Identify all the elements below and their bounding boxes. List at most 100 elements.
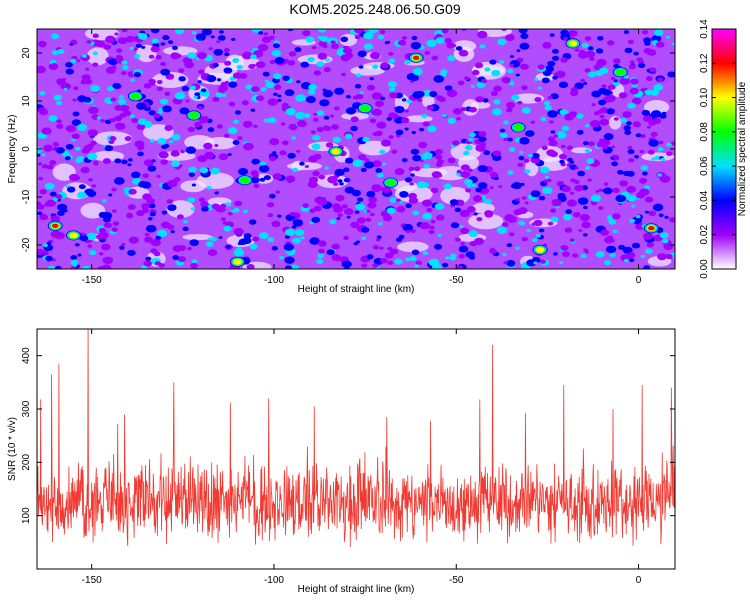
heatmap-cell <box>644 89 653 96</box>
heatmap-cell <box>214 191 219 195</box>
heatmap-cell <box>77 253 82 257</box>
heatmap-cell <box>579 49 585 54</box>
heatmap-cell <box>476 216 483 222</box>
heatmap-cell <box>650 131 658 137</box>
heatmap-cell <box>395 237 403 243</box>
heatmap-cell <box>91 184 97 188</box>
heatmap-cell <box>598 99 607 106</box>
heatmap-cell <box>325 142 334 148</box>
heatmap-cell <box>422 251 429 256</box>
heatmap-cell <box>163 144 170 149</box>
heatmap-cell <box>267 213 274 218</box>
heatmap-cell <box>419 159 424 163</box>
heatmap-cell <box>428 229 435 235</box>
heatmap-cell <box>287 152 296 159</box>
heatmap-cell <box>88 178 93 182</box>
heatmap-cell <box>326 249 335 256</box>
heatmap-cell <box>368 29 379 34</box>
heatmap-cell <box>269 156 277 162</box>
heatmap-cell <box>37 153 41 157</box>
heatmap-cell <box>363 31 374 40</box>
heatmap-cell <box>141 181 152 189</box>
heatmap-cell <box>401 158 408 163</box>
heatmap-cell <box>410 41 422 50</box>
heatmap-cell <box>574 48 580 52</box>
heatmap-cell <box>243 233 252 239</box>
colorbar-tick-label: 0.02 <box>699 225 710 245</box>
heatmap-cell <box>623 125 631 131</box>
heatmap-cell <box>547 221 554 226</box>
heatmap-cell <box>583 141 589 146</box>
heatmap-cell <box>57 48 65 54</box>
heatmap-cell <box>228 127 236 133</box>
heatmap-cell <box>37 146 43 154</box>
heatmap-cell <box>184 61 194 69</box>
heatmap-cell <box>466 206 476 213</box>
heatmap-cell <box>443 183 452 190</box>
heatmap-cell <box>70 259 79 266</box>
heatmap-cell <box>375 168 383 173</box>
heatmap-cell <box>355 240 361 244</box>
heatmap-cell <box>177 256 187 263</box>
x-tick-label: 0 <box>636 575 642 586</box>
heatmap-cell <box>145 256 152 261</box>
heatmap-cell <box>524 169 531 174</box>
heatmap-cell <box>171 134 181 141</box>
heatmap-cell <box>39 189 47 195</box>
heatmap-cell <box>100 119 105 123</box>
heatmap-cell <box>388 135 394 139</box>
heatmap-cell <box>361 236 367 241</box>
heatmap-cell <box>170 230 175 234</box>
heatmap-cell <box>564 113 575 121</box>
heatmap-cell <box>127 249 136 256</box>
colorbar-tick-label: 0.10 <box>699 87 710 107</box>
heatmap-cell <box>526 228 531 233</box>
heatmap-cell <box>220 81 228 87</box>
heatmap-cell <box>127 163 132 167</box>
heatmap-cell <box>37 203 45 210</box>
heatmap-cell <box>628 64 636 70</box>
heatmap-cell <box>324 166 330 170</box>
heatmap-cell <box>506 107 513 113</box>
heatmap-cell <box>574 82 584 90</box>
heatmap-cell <box>289 211 296 217</box>
heatmap-cell <box>355 203 366 211</box>
heatmap-cell <box>499 132 508 138</box>
x-tick-label: -100 <box>264 275 284 286</box>
heatmap-cell <box>236 64 243 70</box>
heatmap-cell <box>143 260 153 267</box>
heatmap-cell <box>124 136 132 142</box>
heatmap-peak <box>568 40 578 47</box>
heatmap-cell <box>323 67 331 73</box>
heatmap-cell <box>528 153 534 158</box>
heatmap-cell <box>148 54 155 59</box>
heatmap-cell <box>507 170 514 175</box>
y-tick-label: -10 <box>21 189 32 204</box>
heatmap-cell <box>73 86 79 91</box>
heatmap-cell <box>657 147 664 152</box>
heatmap-cell <box>144 232 150 237</box>
heatmap-cell <box>630 78 639 85</box>
heatmap-cell <box>633 51 639 56</box>
heatmap-cell <box>534 96 542 103</box>
heatmap-cell <box>54 232 65 240</box>
heatmap-cell <box>644 248 653 255</box>
heatmap-cell <box>74 146 81 151</box>
heatmap-peak <box>359 104 371 112</box>
heatmap-cell <box>311 45 317 50</box>
heatmap-cell <box>208 47 213 51</box>
heatmap-cell <box>312 134 321 141</box>
heatmap-cell <box>518 29 528 34</box>
heatmap-cell <box>114 32 119 36</box>
heatmap-cell <box>388 112 397 119</box>
heatmap-cell <box>388 92 398 99</box>
heatmap-cell <box>545 175 549 179</box>
heatmap-cell <box>572 253 579 258</box>
heatmap-cell <box>515 197 520 201</box>
heatmap-cell <box>530 120 536 124</box>
heatmap-cell <box>203 142 213 150</box>
heatmap-cell <box>397 241 429 253</box>
heatmap-cell <box>404 127 409 131</box>
heatmap-cell <box>558 81 569 89</box>
heatmap-cell <box>155 55 162 60</box>
